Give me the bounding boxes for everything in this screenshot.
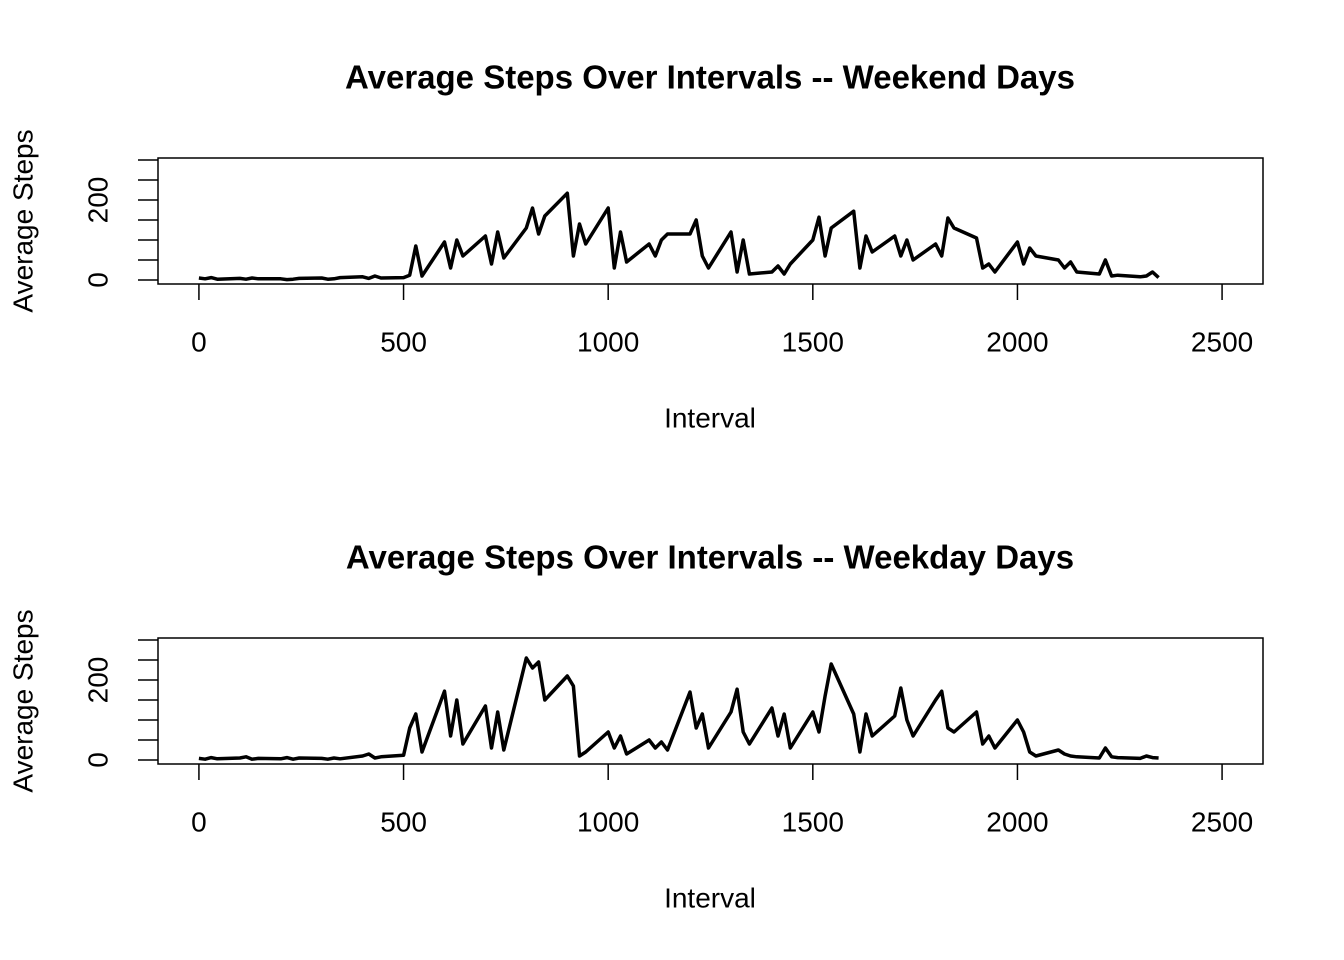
x-tick-label: 0 [191, 806, 207, 837]
data-line [198, 656, 1159, 761]
x-tick-label: 500 [380, 806, 427, 837]
x-axis-label: Interval [664, 882, 756, 913]
y-tick-label: 0 [82, 272, 113, 288]
chart-title: Average Steps Over Intervals -- Weekend … [345, 59, 1075, 96]
y-axis-label: Average Steps [7, 609, 38, 792]
x-tick-label: 1500 [782, 326, 844, 357]
x-axis-label: Interval [664, 402, 756, 433]
y-tick-label: 200 [82, 177, 113, 224]
plot-box [157, 637, 1264, 765]
x-tick-label: 0 [191, 326, 207, 357]
x-tick-label: 2000 [986, 326, 1048, 357]
x-tick-label: 1000 [577, 326, 639, 357]
x-tick-label: 1000 [577, 806, 639, 837]
x-tick-label: 1500 [782, 806, 844, 837]
x-tick-label: 2500 [1191, 326, 1253, 357]
y-tick-label: 0 [82, 752, 113, 768]
y-tick-label: 200 [82, 657, 113, 704]
x-tick-label: 2000 [986, 806, 1048, 837]
data-line [198, 191, 1160, 282]
x-tick-label: 2500 [1191, 806, 1253, 837]
plot-box [157, 157, 1264, 285]
chart-title: Average Steps Over Intervals -- Weekday … [346, 539, 1074, 576]
y-axis-label: Average Steps [7, 129, 38, 312]
x-tick-label: 500 [380, 326, 427, 357]
